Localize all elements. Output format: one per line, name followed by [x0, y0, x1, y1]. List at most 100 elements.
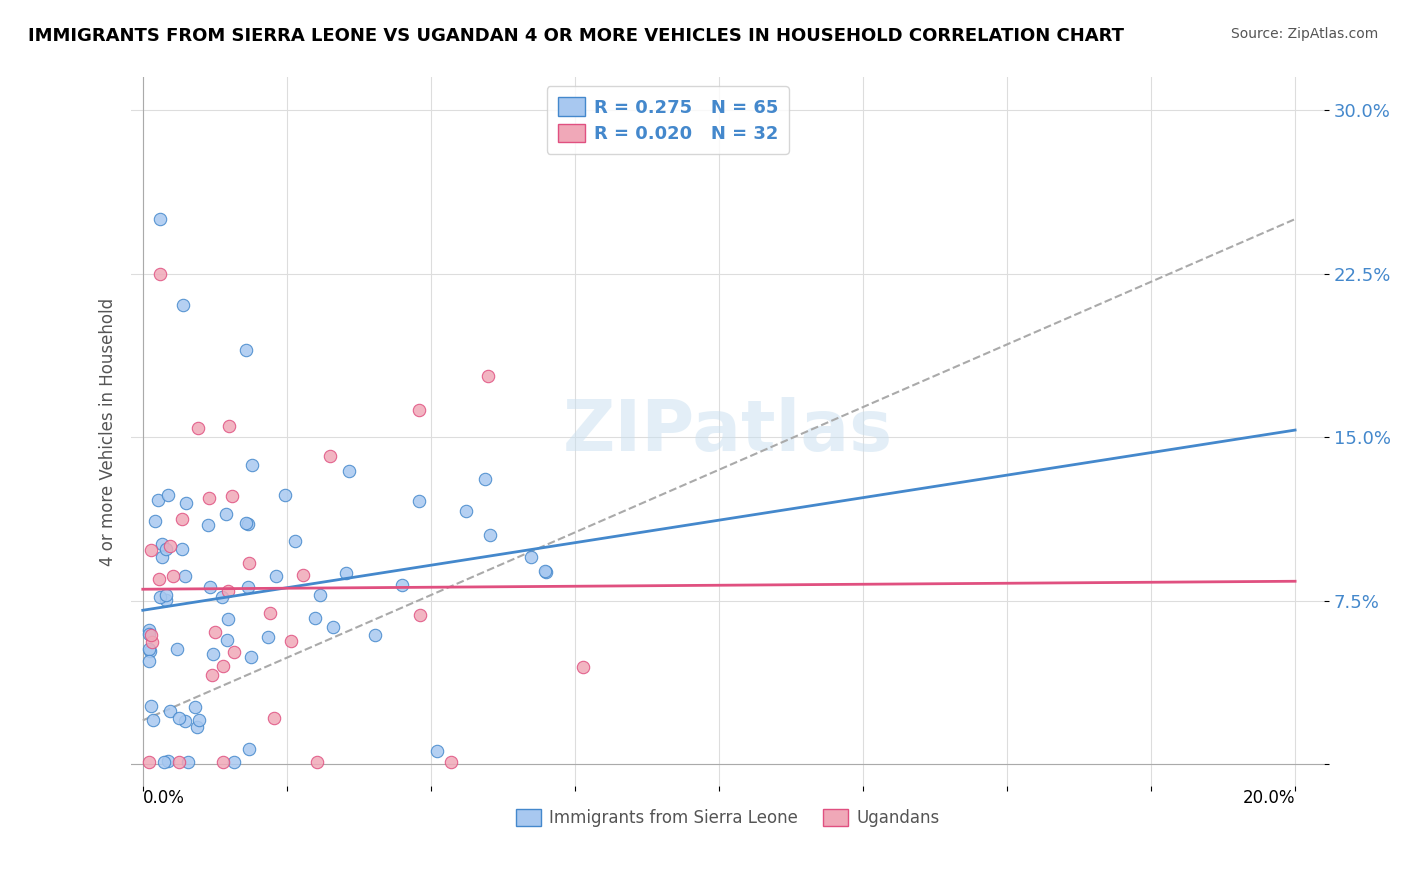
Point: [425, 744, 447, 758]
Point: [138, 626, 160, 640]
Point: [440, 755, 463, 769]
Point: [141, 635, 163, 649]
Point: [143, 514, 166, 528]
Point: [283, 533, 305, 548]
Point: [150, 537, 173, 551]
Text: 20.0%: 20.0%: [1243, 789, 1295, 807]
Point: [218, 419, 240, 434]
Point: [142, 713, 165, 727]
Point: [304, 611, 326, 625]
Text: IMMIGRANTS FROM SIERRA LEONE VS UGANDAN 4 OR MORE VEHICLES IN HOUSEHOLD CORRELAT: IMMIGRANTS FROM SIERRA LEONE VS UGANDAN …: [28, 27, 1125, 45]
Point: [153, 755, 176, 769]
Point: [474, 471, 496, 485]
Point: [149, 212, 172, 227]
Point: [534, 564, 557, 578]
Point: [166, 642, 188, 657]
Point: [217, 584, 239, 599]
Text: 0.0%: 0.0%: [143, 789, 184, 807]
Point: [236, 516, 259, 531]
Point: [159, 704, 181, 718]
Point: [263, 711, 285, 725]
Point: [201, 668, 224, 682]
Point: [204, 624, 226, 639]
Point: [236, 580, 259, 594]
Point: [138, 623, 160, 637]
Point: [477, 368, 499, 383]
Point: [307, 755, 329, 769]
Point: [224, 645, 246, 659]
Text: Source: ZipAtlas.com: Source: ZipAtlas.com: [1230, 27, 1378, 41]
Point: [211, 591, 233, 605]
Point: [167, 711, 190, 725]
Point: [138, 755, 160, 769]
Point: [238, 556, 260, 570]
Point: [264, 569, 287, 583]
Point: [217, 632, 239, 647]
Point: [235, 343, 257, 357]
Point: [148, 572, 170, 586]
Point: [409, 608, 432, 623]
Point: [187, 421, 209, 435]
Point: [238, 742, 260, 756]
Point: [215, 508, 238, 522]
Point: [363, 628, 385, 642]
Point: [221, 489, 243, 503]
Point: [259, 607, 281, 621]
Point: [454, 504, 477, 518]
Point: [174, 495, 197, 509]
Point: [197, 518, 219, 533]
Point: [198, 491, 221, 506]
Point: [257, 630, 280, 644]
Point: [184, 700, 207, 714]
Point: [156, 488, 179, 502]
Point: [186, 720, 208, 734]
Point: [138, 644, 160, 658]
Point: [177, 755, 200, 769]
Point: [309, 588, 332, 602]
Point: [162, 568, 184, 582]
Point: [337, 464, 360, 478]
Point: [218, 612, 240, 626]
Point: [280, 633, 302, 648]
Point: [155, 592, 177, 607]
Point: [173, 714, 195, 728]
Point: [155, 588, 177, 602]
Point: [167, 755, 190, 769]
Point: [520, 550, 543, 565]
Point: [139, 628, 162, 642]
Point: [170, 512, 193, 526]
Point: [149, 590, 172, 604]
Point: [172, 541, 194, 556]
Point: [291, 568, 314, 582]
Point: [138, 641, 160, 656]
Point: [157, 754, 180, 768]
Point: [391, 578, 413, 592]
Text: ZIPatlas: ZIPatlas: [562, 397, 893, 467]
Point: [150, 550, 173, 565]
Point: [201, 647, 224, 661]
Point: [322, 619, 344, 633]
Point: [173, 568, 195, 582]
Point: [155, 541, 177, 556]
Point: [146, 493, 169, 508]
Point: [198, 580, 221, 594]
Point: [211, 659, 233, 673]
Point: [335, 566, 357, 581]
Point: [149, 267, 172, 281]
Point: [536, 566, 558, 580]
Point: [319, 449, 342, 463]
Point: [139, 698, 162, 713]
Point: [159, 540, 181, 554]
Point: [235, 516, 257, 530]
Point: [212, 755, 235, 769]
Point: [240, 458, 263, 473]
Point: [188, 714, 211, 728]
Point: [571, 660, 593, 674]
Y-axis label: 4 or more Vehicles in Household: 4 or more Vehicles in Household: [100, 298, 117, 566]
Point: [408, 494, 430, 508]
Legend: Immigrants from Sierra Leone, Ugandans: Immigrants from Sierra Leone, Ugandans: [509, 803, 946, 834]
Point: [172, 298, 194, 312]
Point: [222, 755, 245, 769]
Point: [141, 543, 163, 558]
Point: [239, 650, 262, 665]
